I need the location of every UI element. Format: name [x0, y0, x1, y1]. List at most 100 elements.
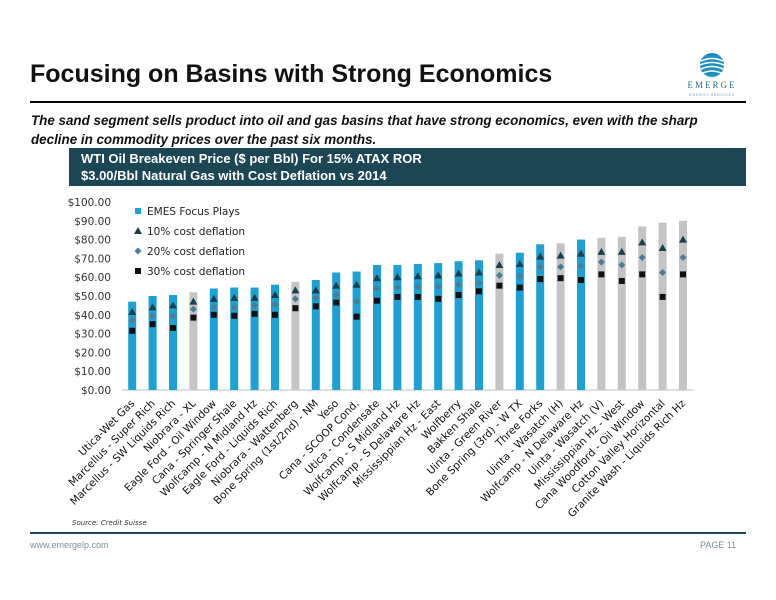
- marker-20pct: [414, 283, 422, 291]
- legend-label: 30% cost deflation: [147, 266, 245, 278]
- marker-10pct: [536, 252, 545, 260]
- logo-tagline: ENERGY SERVICES: [689, 92, 735, 97]
- marker-30pct: [353, 313, 360, 320]
- marker-30pct: [251, 310, 258, 317]
- marker-20pct: [434, 283, 442, 291]
- y-tick-label: $100.00: [68, 197, 111, 209]
- marker-20pct: [679, 253, 687, 261]
- marker-20pct: [495, 271, 503, 279]
- marker-20pct: [557, 263, 565, 271]
- bar: [475, 260, 483, 390]
- bar: [413, 264, 422, 390]
- y-tick-label: $60.00: [74, 272, 111, 284]
- marker-30pct: [659, 293, 666, 300]
- marker-20pct: [230, 303, 238, 311]
- title-divider: [30, 101, 746, 103]
- bar: [577, 239, 585, 390]
- marker-30pct: [618, 277, 625, 284]
- y-tick-label: $50.00: [74, 291, 111, 303]
- marker-10pct: [134, 227, 142, 234]
- marker-20pct: [189, 305, 197, 313]
- marker-10pct: [597, 247, 606, 255]
- marker-20pct: [210, 303, 218, 311]
- marker-20pct: [659, 269, 667, 276]
- marker-10pct: [311, 286, 320, 294]
- marker-10pct: [577, 249, 585, 257]
- bar: [536, 244, 545, 390]
- marker-30pct: [578, 277, 584, 284]
- legend-swatch-focus: [135, 208, 141, 214]
- marker-10pct: [454, 269, 463, 277]
- marker-10pct: [373, 274, 381, 282]
- marker-20pct: [149, 312, 157, 320]
- marker-10pct: [169, 301, 177, 309]
- footer-url-link[interactable]: www.emergelp.com: [30, 540, 109, 550]
- marker-20pct: [128, 316, 136, 324]
- marker-30pct: [272, 311, 278, 318]
- marker-30pct: [312, 303, 319, 310]
- marker-20pct: [291, 295, 299, 303]
- marker-30pct: [639, 271, 646, 278]
- marker-10pct: [291, 286, 300, 294]
- y-tick-label: $70.00: [74, 253, 111, 265]
- bar: [230, 287, 239, 390]
- marker-20pct: [373, 284, 381, 292]
- marker-20pct: [455, 281, 463, 289]
- marker-30pct: [210, 311, 217, 318]
- marker-10pct: [638, 238, 647, 246]
- marker-10pct: [617, 247, 626, 255]
- marker-30pct: [537, 276, 544, 283]
- marker-20pct: [134, 247, 142, 255]
- marker-30pct: [170, 324, 176, 331]
- bar: [556, 243, 565, 390]
- marker-10pct: [128, 307, 137, 315]
- marker-20pct: [251, 301, 259, 309]
- chart-header-line1: WTI Oil Breakeven Price ($ per Bbl) For …: [81, 151, 422, 166]
- marker-30pct: [557, 275, 564, 282]
- bar: [454, 261, 463, 390]
- y-tick-label: $90.00: [74, 216, 111, 228]
- logo-wordmark: EMERGE: [687, 80, 737, 90]
- breakeven-chart: $0.00 $10.00 $20.00 $30.00 $40.00 $50.00 $60.0…: [67, 197, 694, 520]
- marker-10pct: [515, 260, 524, 268]
- marker-20pct: [618, 261, 626, 269]
- legend-label: 20% cost deflation: [147, 246, 245, 258]
- marker-10pct: [230, 293, 239, 301]
- marker-10pct: [332, 281, 341, 289]
- bar: [311, 280, 320, 390]
- marker-30pct: [435, 295, 442, 302]
- marker-20pct: [353, 298, 361, 306]
- y-tick-label: $40.00: [74, 310, 111, 322]
- marker-20pct: [332, 291, 340, 299]
- slide-title: Focusing on Basins with Strong Economics: [30, 60, 553, 88]
- marker-30pct: [135, 268, 141, 274]
- marker-10pct: [658, 244, 667, 252]
- legend-label: EMES Focus Plays: [147, 206, 240, 218]
- marker-20pct: [271, 300, 279, 308]
- y-tick-label: $30.00: [74, 329, 111, 341]
- y-tick-label: $20.00: [74, 347, 111, 359]
- bar: [597, 237, 606, 390]
- marker-30pct: [496, 282, 503, 289]
- globe-icon: [699, 53, 725, 77]
- footer-divider: [30, 532, 746, 534]
- marker-30pct: [149, 321, 156, 328]
- bar: [352, 271, 361, 390]
- marker-30pct: [190, 314, 197, 321]
- marker-30pct: [333, 299, 340, 306]
- marker-10pct: [556, 251, 565, 259]
- marker-10pct: [679, 235, 687, 243]
- marker-20pct: [169, 312, 177, 320]
- bar: [495, 253, 504, 390]
- y-tick-label: $80.00: [74, 235, 111, 247]
- y-tick-label: $10.00: [74, 366, 111, 378]
- marker-30pct: [231, 312, 238, 319]
- marker-30pct: [394, 293, 401, 300]
- marker-10pct: [475, 268, 483, 276]
- marker-20pct: [312, 294, 320, 302]
- marker-20pct: [393, 284, 401, 292]
- bar: [658, 222, 667, 390]
- legend-label: 10% cost deflation: [147, 226, 245, 238]
- marker-30pct: [516, 284, 523, 291]
- bar: [679, 220, 687, 390]
